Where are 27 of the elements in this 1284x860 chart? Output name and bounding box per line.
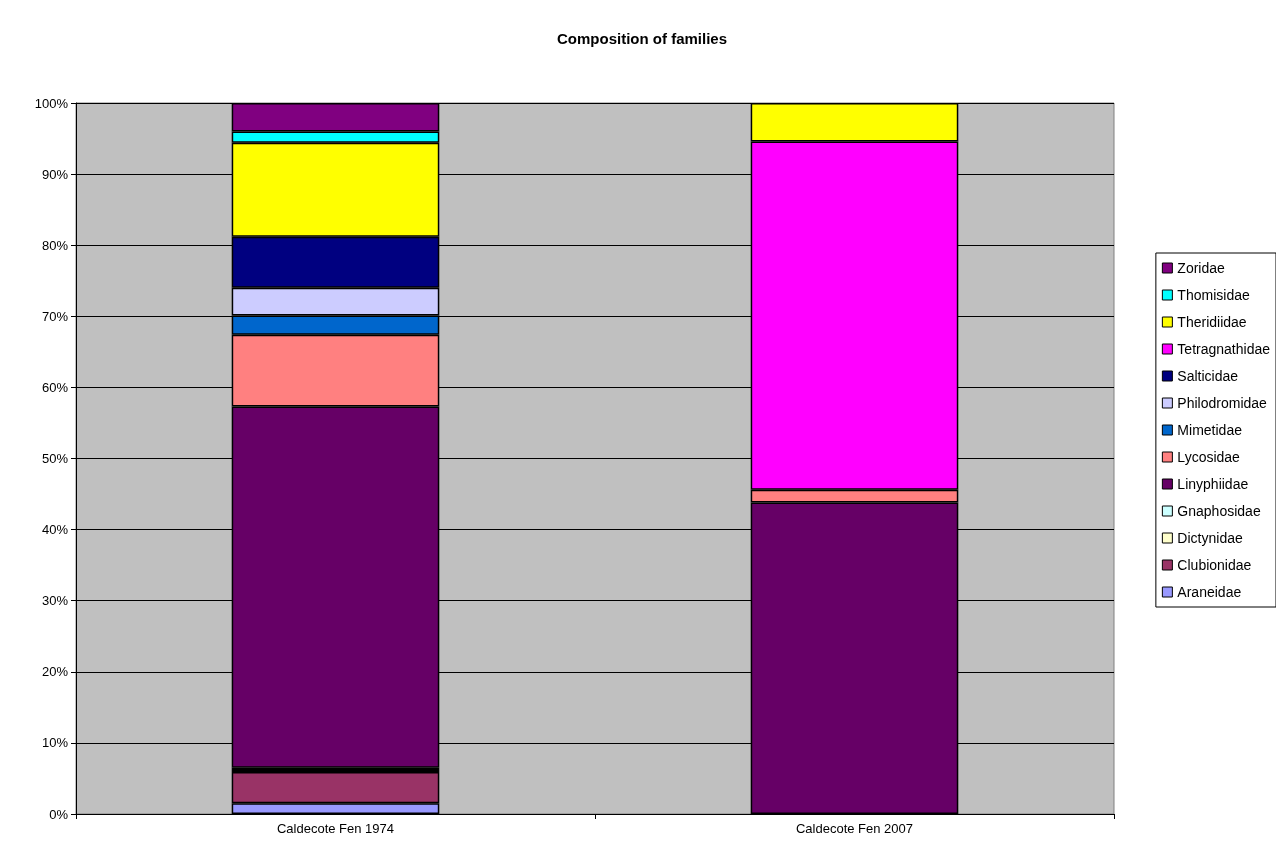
y-tick-label: 70% — [41, 308, 69, 324]
x-tick-label: Caldecote Fen 2007 — [795, 821, 914, 836]
y-tick-label: 90% — [41, 166, 69, 182]
legend-label: Gnaphosidae — [1177, 503, 1261, 519]
legend-label: Tetragnathidae — [1177, 341, 1271, 357]
y-tick-label: 80% — [41, 237, 69, 253]
legend-label: Araneidae — [1177, 584, 1242, 600]
y-tick-label: 50% — [41, 451, 69, 466]
y-tick-label: 10% — [41, 735, 69, 751]
legend-label: Salticidae — [1177, 368, 1239, 384]
legend-label: Thomisidae — [1177, 287, 1250, 303]
y-tick-label: 60% — [41, 379, 69, 395]
y-tick-label: 100% — [34, 95, 69, 111]
legend-label: Dictynidae — [1177, 530, 1243, 546]
x-tick-label: Caldecote Fen 1974 — [276, 821, 395, 836]
legend-label: Mimetidae — [1177, 422, 1243, 438]
chart-title: Composition of families — [556, 30, 728, 47]
legend-label: Lycosidae — [1177, 449, 1241, 465]
legend-label: Linyphiidae — [1177, 476, 1249, 492]
legend-label: Theridiidae — [1177, 314, 1247, 330]
y-tick-label: 0% — [49, 806, 69, 822]
y-tick-label: 40% — [41, 522, 69, 538]
legend-label: Philodromidae — [1177, 395, 1268, 411]
legend-label: Clubionidae — [1177, 557, 1252, 573]
y-tick-label: 20% — [41, 664, 69, 680]
legend-label: Zoridae — [1177, 260, 1226, 276]
y-tick-label: 30% — [41, 593, 69, 609]
